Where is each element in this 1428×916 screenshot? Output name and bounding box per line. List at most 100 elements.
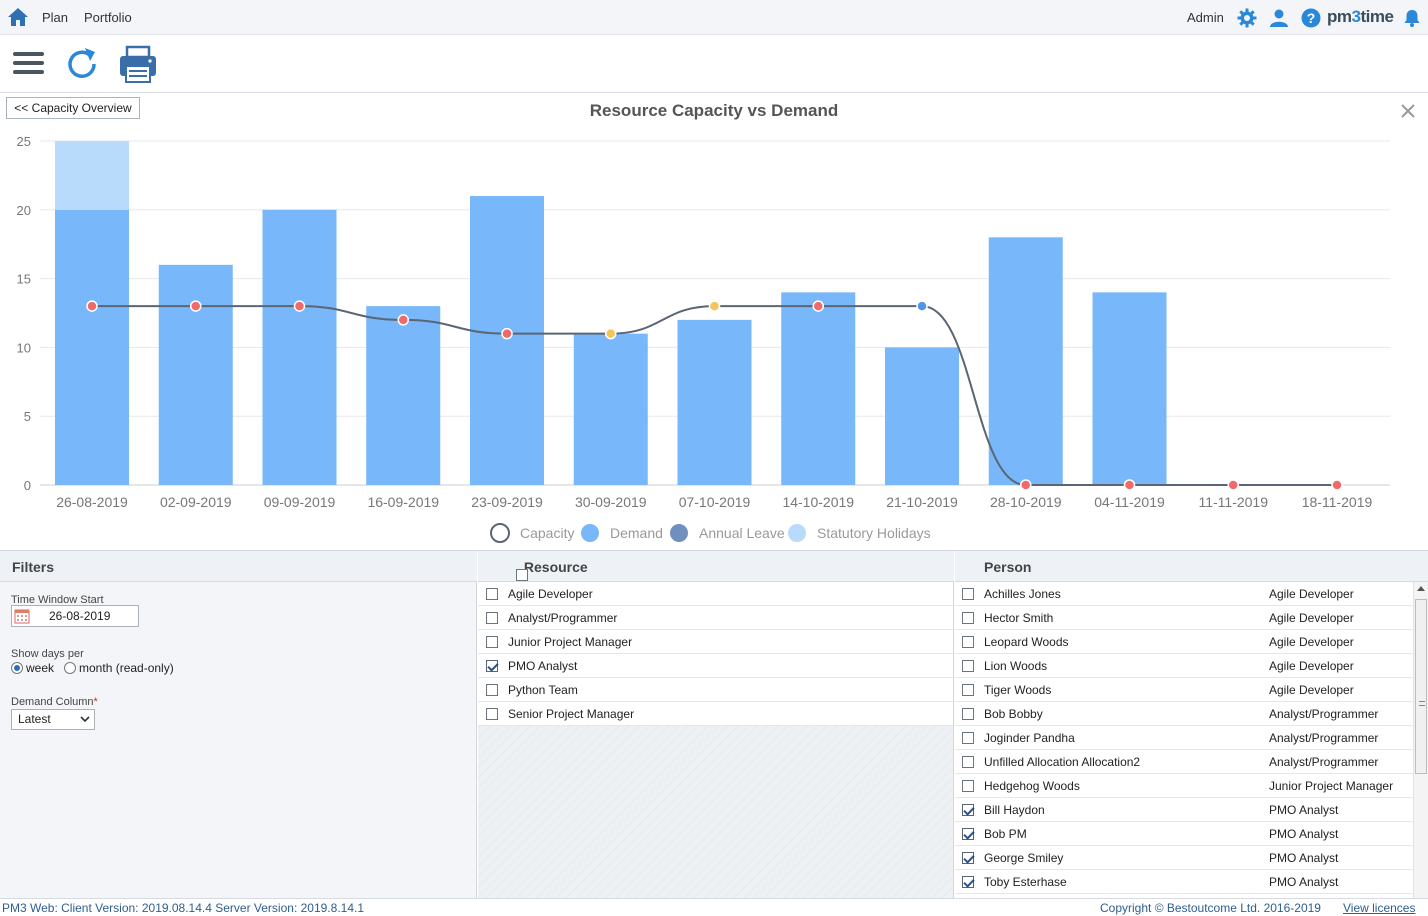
resource-row[interactable]: Agile Developer — [478, 582, 953, 606]
person-row[interactable]: Bob Bobby Analyst/Programmer — [955, 702, 1413, 726]
filters-panel: Filters Time Window Start 26-08-2019 Sho… — [0, 551, 477, 899]
nav-portfolio[interactable]: Portfolio — [84, 10, 132, 25]
person-checkbox[interactable] — [962, 708, 974, 720]
resource-checkbox[interactable] — [486, 660, 498, 672]
person-row[interactable]: Achilles Jones Agile Developer — [955, 582, 1413, 606]
person-name: Lion Woods — [984, 659, 1048, 673]
resource-row[interactable]: Junior Project Manager — [478, 630, 953, 654]
resource-checkbox[interactable] — [486, 588, 498, 600]
person-name: Bob Bobby — [984, 707, 1043, 721]
version-text: PM3 Web: Client Version: 2019.08.14.4 Se… — [2, 901, 365, 915]
person-checkbox[interactable] — [962, 660, 974, 672]
view-licences-link[interactable]: View licences — [1343, 901, 1416, 915]
resource-row[interactable]: Python Team — [478, 678, 953, 702]
time-window-input[interactable]: 26-08-2019 — [11, 605, 139, 627]
capacity-point — [1227, 479, 1239, 491]
x-tick-label: 18-11-2019 — [1302, 494, 1373, 510]
x-tick-label: 14-10-2019 — [782, 494, 854, 510]
home-icon[interactable] — [7, 7, 29, 27]
menu-icon[interactable] — [10, 44, 50, 84]
person-row[interactable]: Hector Smith Agile Developer — [955, 606, 1413, 630]
x-tick-label: 26-08-2019 — [56, 494, 128, 510]
person-checkbox[interactable] — [962, 684, 974, 696]
person-name: Leopard Woods — [984, 635, 1069, 649]
person-checkbox[interactable] — [962, 852, 974, 864]
bell-icon[interactable] — [1402, 8, 1422, 28]
month-radio[interactable] — [64, 662, 77, 674]
refresh-icon[interactable] — [63, 44, 103, 84]
person-row[interactable]: Toby Esterhase PMO Analyst — [955, 870, 1413, 894]
person-checkbox[interactable] — [962, 612, 974, 624]
resource-row[interactable]: Analyst/Programmer — [478, 606, 953, 630]
toolbar — [0, 36, 1428, 93]
resource-select-all-checkbox[interactable] — [516, 569, 528, 581]
show-days-label: Show days per — [11, 648, 84, 660]
person-name: George Smiley — [984, 851, 1064, 865]
person-checkbox[interactable] — [962, 876, 974, 888]
person-scrollbar[interactable] — [1413, 582, 1428, 898]
scroll-up-icon[interactable] — [1417, 586, 1425, 591]
legend-label: Annual Leave — [699, 525, 785, 541]
brand-logo: pm3time — [1327, 7, 1394, 26]
person-checkbox[interactable] — [962, 828, 974, 840]
top-nav: Plan Portfolio Admin ? pm3time — [0, 0, 1428, 35]
person-row[interactable]: Unfilled Allocation Allocation2 Analyst/P… — [955, 750, 1413, 774]
person-row[interactable]: Lion Woods Agile Developer — [955, 654, 1413, 678]
y-tick-label: 20 — [17, 203, 31, 218]
resource-title: Resource — [523, 559, 588, 575]
capacity-point — [708, 300, 721, 312]
user-name[interactable]: Admin — [1187, 10, 1224, 25]
resource-row[interactable]: PMO Analyst — [478, 654, 953, 678]
demand-bar — [158, 264, 233, 485]
close-icon[interactable] — [1399, 102, 1417, 120]
person-row[interactable]: Bill Haydon PMO Analyst — [955, 798, 1413, 822]
person-checkbox[interactable] — [962, 804, 974, 816]
time-window-value: 26-08-2019 — [49, 609, 111, 623]
resource-checkbox[interactable] — [486, 708, 498, 720]
person-row[interactable]: George Smiley PMO Analyst — [955, 846, 1413, 870]
week-radio[interactable] — [11, 662, 23, 674]
person-name: Achilles Jones — [984, 587, 1061, 601]
resource-checkbox[interactable] — [486, 612, 498, 624]
legend-label: Capacity — [520, 525, 574, 541]
resource-row[interactable]: Senior Project Manager — [478, 702, 953, 726]
resource-header: Resource — [478, 551, 954, 582]
person-checkbox[interactable] — [962, 636, 974, 648]
resource-checkbox[interactable] — [486, 636, 498, 648]
resource-label: Python Team — [508, 683, 578, 697]
person-role: PMO Analyst — [1269, 827, 1339, 841]
person-row[interactable]: Joginder Pandha Analyst/Programmer — [955, 726, 1413, 750]
legend-label: Statutory Holidays — [817, 525, 931, 541]
gear-icon[interactable] — [1237, 8, 1257, 28]
user-icon[interactable] — [1269, 8, 1289, 28]
person-checkbox[interactable] — [962, 756, 974, 768]
person-name: Bill Haydon — [984, 803, 1045, 817]
print-icon[interactable] — [118, 44, 158, 84]
person-name: Hector Smith — [984, 611, 1054, 625]
resource-label: Analyst/Programmer — [508, 611, 618, 625]
month-radio-label[interactable]: month (read-only) — [79, 661, 174, 675]
person-row[interactable]: Leopard Woods Agile Developer — [955, 630, 1413, 654]
capacity-point — [916, 300, 928, 312]
demand-bar — [988, 237, 1063, 485]
scrollbar-thumb[interactable] — [1415, 599, 1427, 774]
resource-checkbox[interactable] — [486, 684, 498, 696]
help-icon[interactable]: ? — [1301, 8, 1321, 28]
week-radio-label[interactable]: week — [26, 661, 55, 675]
person-checkbox[interactable] — [962, 588, 974, 600]
resource-label: Agile Developer — [508, 587, 593, 601]
capacity-point — [501, 327, 513, 340]
demand-column-select[interactable]: Latest — [11, 709, 95, 730]
person-name: Joginder Pandha — [984, 731, 1075, 745]
person-row[interactable]: Bob PM PMO Analyst — [955, 822, 1413, 846]
resource-panel: Resource Agile Developer Analyst/Programm… — [478, 551, 954, 899]
person-checkbox[interactable] — [962, 732, 974, 744]
nav-plan[interactable]: Plan — [42, 10, 69, 25]
person-row[interactable]: Hedgehog Woods Junior Project Manager — [955, 774, 1413, 798]
x-tick-label: 02-09-2019 — [160, 494, 232, 510]
person-row[interactable]: Tiger Woods Agile Developer — [955, 678, 1413, 702]
calendar-icon[interactable] — [14, 608, 30, 624]
capacity-overview-button[interactable]: << Capacity Overview — [6, 97, 140, 119]
person-checkbox[interactable] — [962, 780, 974, 792]
